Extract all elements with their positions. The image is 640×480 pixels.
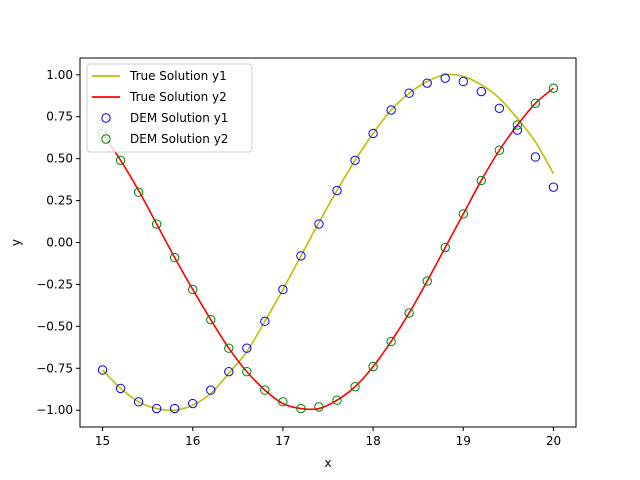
dem-y2-point (278, 397, 288, 407)
x-axis-ticks: 15 16 17 18 19 20 (95, 427, 561, 448)
dem-y1-point (97, 365, 108, 375)
y-tick-label: 1.00 (46, 68, 73, 82)
x-tick-label: 19 (456, 434, 471, 448)
dem-y2-point (548, 83, 559, 93)
dem-y2-point (296, 403, 306, 414)
dem-y2-point (332, 395, 342, 405)
dem-y2-point (422, 276, 432, 286)
dem-y2-point (458, 209, 468, 219)
dem-y2-point (151, 219, 162, 229)
legend-label: DEM Solution y2 (130, 132, 228, 146)
dem-y2-point (494, 145, 505, 155)
dem-y1-point (224, 366, 234, 377)
legend-label: DEM Solution y1 (130, 111, 228, 125)
dem-y2-point (404, 308, 414, 318)
dem-y1-point (242, 343, 252, 353)
dem-y1-point (115, 383, 126, 394)
dem-y2-point (386, 336, 396, 347)
dem-y2-point (206, 314, 216, 325)
legend-item-true-y2: True Solution y2 (92, 90, 227, 104)
dem-y2-point (512, 120, 523, 130)
y-tick-label: −0.25 (36, 277, 73, 291)
y-tick-label: 0.50 (46, 152, 73, 166)
dem-y2-point (133, 187, 144, 197)
dem-y1-point (314, 219, 324, 229)
dem-y1-point (151, 403, 162, 414)
y-tick-label: −0.75 (36, 361, 73, 375)
y-tick-label: 0.75 (46, 110, 73, 124)
dem-y1-point (296, 251, 306, 261)
x-axis-label: x (324, 456, 331, 470)
y-axis-ticks: −1.00 −0.75 −0.50 −0.25 0.00 0.25 0.50 0.75 1.00 (36, 68, 80, 417)
dem-y2-point (224, 343, 234, 353)
dem-y2-point (350, 382, 360, 392)
dem-y2-point (169, 252, 180, 263)
dem-y1-point (386, 105, 396, 115)
dem-y1-point (494, 103, 505, 114)
x-tick-label: 18 (365, 434, 380, 448)
x-tick-label: 17 (275, 434, 290, 448)
legend-item-true-y1: True Solution y1 (92, 69, 227, 83)
dem-y1-point (188, 398, 198, 409)
lines-layer (101, 73, 555, 412)
legend-item-dem-y2: DEM Solution y2 (101, 132, 228, 146)
dem-y1-point (332, 185, 342, 196)
y-axis-label: y (9, 239, 23, 246)
dem-y1-point (278, 284, 288, 295)
x-tick-label: 16 (185, 434, 200, 448)
true-solution-y1-line (101, 73, 555, 412)
dem-y1-point (476, 86, 487, 97)
legend-item-dem-y1: DEM Solution y1 (101, 111, 228, 125)
dem-y2-point (314, 402, 324, 412)
dem-y1-point (368, 128, 378, 139)
dem-y2-point (368, 361, 378, 372)
dem-y1-point (458, 76, 468, 87)
dem-y1-point (133, 397, 144, 407)
legend-box (86, 63, 253, 153)
dem-y2-point (242, 366, 252, 377)
legend: True Solution y1 True Solution y2 DEM Solu… (86, 63, 253, 153)
dem-y2-point (530, 98, 541, 108)
legend-label: True Solution y2 (129, 90, 227, 104)
dem-y1-point (404, 88, 414, 98)
y-tick-label: 0.00 (46, 236, 73, 250)
dem-y2-point (188, 284, 198, 295)
y-tick-label: 0.25 (46, 194, 73, 208)
dem-y1-point (440, 73, 450, 83)
x-tick-label: 20 (546, 434, 561, 448)
true-solution-y2-line (101, 87, 554, 411)
dem-y1-point (422, 78, 432, 88)
dem-y1-point (350, 155, 360, 166)
dem-y2-point (115, 155, 126, 166)
dem-y1-point (169, 403, 180, 414)
dem-y2-point (260, 385, 270, 395)
points-layer (97, 73, 559, 414)
dem-y1-point (206, 385, 216, 395)
dem-y1-point (548, 182, 559, 192)
x-tick-label: 15 (95, 434, 110, 448)
dem-y1-point (260, 316, 270, 327)
dem-y1-point (530, 152, 541, 162)
dem-y1-point (512, 125, 523, 135)
dem-y2-point (476, 175, 487, 186)
legend-marker-swatch (101, 113, 111, 123)
legend-marker-swatch (101, 134, 111, 144)
y-tick-label: −0.50 (36, 319, 73, 333)
y-tick-label: −1.00 (36, 403, 73, 417)
legend-label: True Solution y1 (129, 69, 227, 83)
dem-y2-point (440, 242, 450, 253)
